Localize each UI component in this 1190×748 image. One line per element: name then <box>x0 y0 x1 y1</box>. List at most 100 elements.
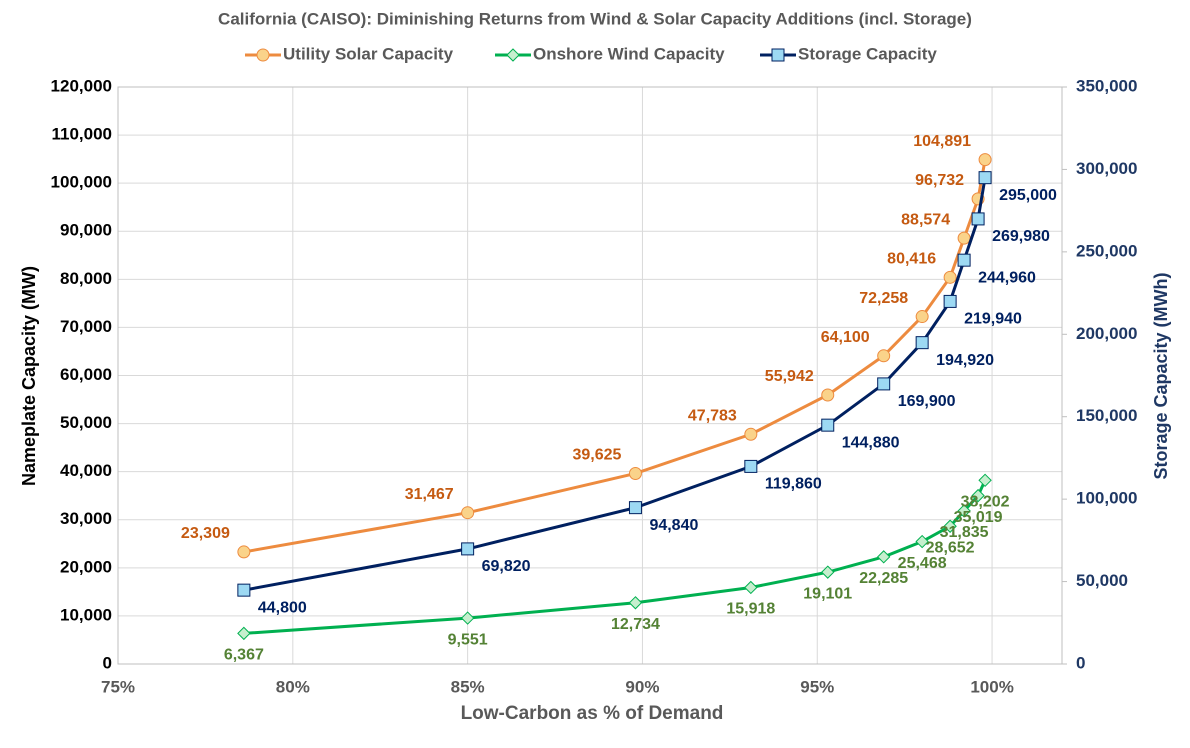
data-label: 104,891 <box>913 133 971 150</box>
marker <box>971 212 985 226</box>
y-tick-label: 110,000 <box>51 125 112 144</box>
data-label: 69,820 <box>482 558 531 575</box>
y-tick-label: 20,000 <box>60 557 112 576</box>
data-label: 15,918 <box>726 601 775 618</box>
data-label: 244,960 <box>978 269 1036 286</box>
series-line <box>243 177 987 592</box>
marker <box>821 388 835 402</box>
x-tick-label: 90% <box>625 677 659 696</box>
data-label: 19,101 <box>803 585 852 602</box>
marker <box>821 418 835 432</box>
marker <box>915 310 929 324</box>
data-label: 119,860 <box>765 476 822 493</box>
data-label: 23,309 <box>181 525 230 542</box>
x-tick-label: 100% <box>970 677 1013 696</box>
y-tick-label: 40,000 <box>60 461 112 480</box>
legend-label: Storage Capacity <box>798 44 937 63</box>
marker <box>461 542 475 556</box>
legend-label: Utility Solar Capacity <box>283 44 454 63</box>
data-label: 144,880 <box>842 434 900 451</box>
marker <box>943 270 957 284</box>
data-label: 28,652 <box>926 539 975 556</box>
data-label: 31,467 <box>405 486 454 503</box>
series-line <box>243 479 987 635</box>
data-label: 295,000 <box>999 187 1057 204</box>
data-label: 31,835 <box>940 524 989 541</box>
y2-tick-label: 350,000 <box>1076 76 1137 95</box>
y2-tick-label: 150,000 <box>1076 406 1137 425</box>
data-label: 55,942 <box>765 368 814 385</box>
data-label: 80,416 <box>887 251 936 268</box>
y2-tick-label: 0 <box>1076 653 1085 672</box>
data-label: 269,980 <box>992 228 1050 245</box>
data-label: 169,900 <box>898 393 956 410</box>
marker <box>957 504 971 518</box>
data-label: 96,732 <box>915 172 964 189</box>
y-tick-label: 50,000 <box>60 413 112 432</box>
marker <box>771 48 785 62</box>
marker <box>460 611 475 625</box>
data-label: 194,920 <box>936 352 994 369</box>
plot-area <box>117 86 1063 665</box>
marker <box>237 583 251 597</box>
series-line <box>243 159 987 554</box>
data-label: 219,940 <box>964 311 1022 328</box>
marker <box>957 231 971 245</box>
y-tick-label: 120,000 <box>51 76 112 95</box>
marker <box>877 377 891 391</box>
marker <box>744 459 758 473</box>
marker <box>943 294 957 308</box>
data-label: 25,468 <box>898 555 947 572</box>
y-axis-title: Nameplate Capacity (MW) <box>19 266 39 486</box>
y-tick-label: 80,000 <box>60 269 112 288</box>
x-axis-title: Low-Carbon as % of Demand <box>461 703 724 724</box>
marker <box>957 253 971 267</box>
chart-title: California (CAISO): Diminishing Returns … <box>218 9 972 28</box>
x-tick-label: 80% <box>276 677 310 696</box>
y-tick-label: 100,000 <box>51 173 112 192</box>
y-tick-label: 10,000 <box>60 605 112 624</box>
y2-tick-label: 300,000 <box>1076 159 1137 178</box>
data-label: 38,202 <box>961 494 1010 511</box>
y-tick-label: 60,000 <box>60 365 112 384</box>
marker <box>628 501 642 515</box>
data-label: 88,574 <box>901 211 950 228</box>
y-tick-label: 30,000 <box>60 509 112 528</box>
data-label: 35,019 <box>954 509 1003 526</box>
x-tick-label: 95% <box>800 677 834 696</box>
marker <box>915 534 929 549</box>
marker <box>978 171 992 185</box>
marker <box>506 48 520 62</box>
data-label: 6,367 <box>224 647 264 664</box>
marker <box>628 596 643 610</box>
y2-tick-label: 250,000 <box>1076 241 1137 260</box>
data-label: 12,734 <box>611 616 660 633</box>
data-label: 9,551 <box>448 631 488 648</box>
x-tick-label: 85% <box>451 677 485 696</box>
y2-tick-label: 100,000 <box>1076 489 1137 508</box>
x-tick-label: 75% <box>101 677 135 696</box>
marker <box>821 565 835 579</box>
data-label: 72,258 <box>859 290 908 307</box>
marker <box>978 473 992 488</box>
data-label: 44,800 <box>258 599 307 616</box>
y2-tick-label: 200,000 <box>1076 324 1137 343</box>
y2-axis-title: Storage Capacity (MWh) <box>1151 272 1171 479</box>
y-tick-label: 70,000 <box>60 317 112 336</box>
legend-label: Onshore Wind Capacity <box>533 44 725 63</box>
marker <box>744 427 758 441</box>
marker <box>237 626 251 641</box>
marker <box>971 488 985 503</box>
marker <box>237 545 251 559</box>
marker <box>915 336 929 350</box>
marker <box>978 153 992 167</box>
y-tick-label: 90,000 <box>60 221 112 240</box>
marker <box>256 48 270 62</box>
data-label: 22,285 <box>859 570 908 587</box>
data-label: 39,625 <box>573 447 622 464</box>
marker <box>943 519 957 533</box>
data-label: 94,840 <box>649 517 698 534</box>
marker <box>628 466 642 480</box>
marker <box>876 550 891 564</box>
